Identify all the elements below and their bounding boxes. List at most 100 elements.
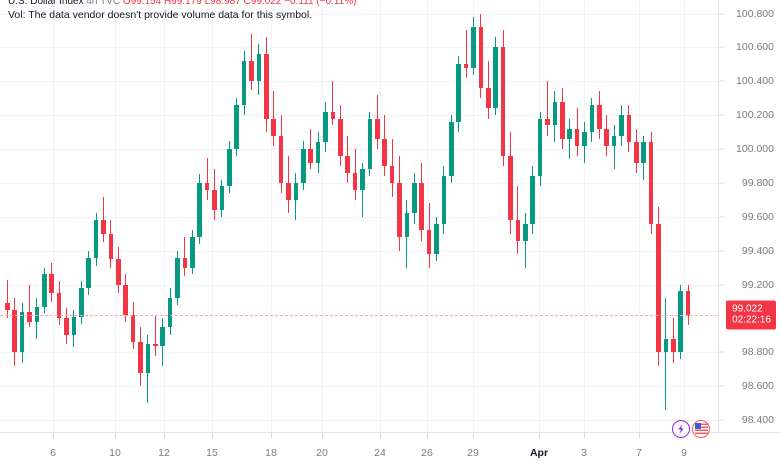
gridline-vertical bbox=[684, 0, 685, 432]
candle-body bbox=[182, 257, 188, 268]
candle-body bbox=[663, 338, 669, 353]
time-tick-label: 20 bbox=[316, 447, 328, 459]
candle-body bbox=[130, 315, 136, 343]
candle-body bbox=[404, 213, 410, 238]
gridline-horizontal bbox=[0, 386, 718, 388]
current-price-line bbox=[0, 314, 718, 316]
time-tick-label: 29 bbox=[467, 447, 479, 459]
candle-wick bbox=[6, 279, 8, 319]
price-axis[interactable]: 100.800 100.600 100.400 100.200 100.000 99.80… bbox=[718, 0, 780, 432]
lightning-bolt-icon[interactable] bbox=[672, 420, 690, 438]
time-tick-mark bbox=[639, 433, 640, 438]
candle-body bbox=[315, 142, 321, 163]
gridline-horizontal bbox=[0, 13, 718, 15]
candle-body bbox=[86, 257, 91, 288]
time-tick-mark bbox=[53, 433, 54, 438]
gridline-vertical bbox=[539, 0, 540, 432]
candle-body bbox=[597, 105, 602, 129]
candle-body bbox=[619, 115, 624, 136]
candle-body bbox=[560, 101, 565, 139]
candle-body bbox=[138, 342, 143, 373]
candle-body bbox=[582, 132, 587, 146]
candle-body bbox=[219, 186, 225, 211]
price-tick-label: 99.600 bbox=[741, 210, 774, 223]
candle-body bbox=[449, 121, 454, 177]
current-price-value: 99.022 bbox=[732, 303, 763, 315]
candle-body bbox=[93, 220, 99, 258]
candle-body bbox=[286, 182, 291, 200]
volume-note: Vol: The data vendor doesn't provide vol… bbox=[8, 9, 313, 21]
candle-body bbox=[71, 316, 77, 336]
price-tick-label: 99.200 bbox=[741, 278, 774, 291]
candle-body bbox=[197, 182, 202, 238]
candle-body bbox=[648, 142, 654, 224]
candle-wick bbox=[332, 81, 334, 126]
candle-body bbox=[412, 182, 417, 214]
candle-body bbox=[611, 135, 617, 146]
time-tick-label: Apr bbox=[529, 447, 549, 459]
price-tick-mark bbox=[719, 351, 724, 353]
time-tick-label: 10 bbox=[109, 447, 121, 459]
gridline-horizontal bbox=[0, 420, 718, 422]
price-tick-mark bbox=[719, 284, 724, 286]
candle-body bbox=[656, 223, 661, 353]
candle-body bbox=[227, 149, 232, 187]
candle-wick bbox=[273, 91, 275, 146]
time-tick-label: 9 bbox=[681, 447, 687, 459]
candle-body bbox=[508, 155, 513, 221]
gridline-horizontal bbox=[0, 284, 718, 286]
candle-body bbox=[530, 176, 535, 224]
price-tick-label: 100.200 bbox=[736, 109, 774, 122]
candle-body bbox=[79, 288, 84, 317]
price-tick-mark bbox=[719, 250, 724, 252]
time-tick-mark bbox=[584, 433, 585, 438]
time-tick-mark bbox=[427, 433, 428, 438]
candle-body bbox=[389, 166, 395, 183]
candle-body bbox=[589, 105, 595, 133]
candle-wick bbox=[569, 118, 571, 160]
price-tick-mark bbox=[719, 385, 724, 387]
chart-plot-area[interactable] bbox=[0, 0, 718, 432]
price-tick-mark bbox=[719, 80, 724, 82]
candle-body bbox=[256, 54, 262, 82]
candle-body bbox=[493, 47, 498, 109]
time-tick-label: 15 bbox=[206, 447, 218, 459]
candle-wick bbox=[517, 186, 519, 255]
candle-body bbox=[212, 189, 217, 211]
time-tick-label: 24 bbox=[374, 447, 386, 459]
gridline-horizontal bbox=[0, 352, 718, 354]
candle-body bbox=[323, 111, 328, 143]
price-tick-mark bbox=[719, 419, 724, 421]
candle-body bbox=[301, 149, 306, 183]
price-tick-label: 100.400 bbox=[736, 75, 774, 88]
candle-body bbox=[486, 88, 491, 109]
current-price-time: 02:22:16 bbox=[732, 314, 771, 326]
candle-body bbox=[249, 60, 254, 82]
candle-wick bbox=[665, 298, 667, 410]
candle-body bbox=[338, 118, 343, 156]
time-tick-label: 6 bbox=[50, 447, 56, 459]
candle-body bbox=[145, 343, 151, 373]
candle-body bbox=[56, 293, 62, 319]
candle-body bbox=[678, 291, 683, 353]
candle-body bbox=[175, 257, 180, 299]
candle-wick bbox=[154, 315, 156, 356]
gridline-vertical bbox=[322, 0, 323, 432]
gridline-horizontal bbox=[0, 149, 718, 151]
candle-body bbox=[153, 343, 158, 346]
candle-body bbox=[626, 115, 632, 143]
candle-body bbox=[204, 182, 210, 190]
candle-wick bbox=[547, 81, 548, 136]
time-tick-mark bbox=[115, 433, 116, 438]
gridline-horizontal bbox=[0, 250, 718, 252]
candle-body bbox=[123, 284, 128, 316]
gridline-vertical bbox=[115, 0, 116, 432]
time-tick-mark bbox=[380, 433, 381, 438]
candle-body bbox=[271, 118, 276, 136]
us-flag-icon[interactable] bbox=[692, 420, 710, 438]
candle-body bbox=[419, 182, 424, 231]
candle-body bbox=[101, 220, 106, 234]
candle-body bbox=[397, 182, 402, 238]
candle-body bbox=[5, 303, 10, 310]
time-axis[interactable]: 6 10 12 15 18 20 24 26 29 Apr 3 7 9 bbox=[0, 432, 780, 470]
